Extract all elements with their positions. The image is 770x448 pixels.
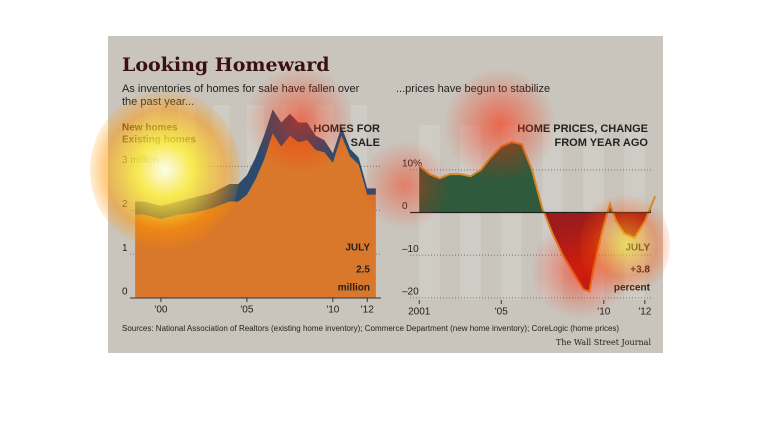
credit: The Wall Street Journal: [556, 338, 651, 347]
subtitle: As inventories of homes for sale have fa…: [122, 83, 360, 108]
legend-label: New homes: [122, 123, 178, 134]
chart-label: HOME PRICES, CHANGE FROM YEAR AGO: [517, 123, 648, 149]
callout-unit: million: [338, 283, 370, 294]
callout-month: JULY: [625, 243, 650, 254]
y-tick-label: 0: [122, 287, 128, 298]
callout-value: +3.8: [630, 265, 650, 276]
x-tick-label: 2001: [408, 307, 431, 318]
sources: Sources: National Association of Realtor…: [122, 324, 620, 333]
chart-label: HOMES FOR SALE: [313, 123, 380, 149]
callout-month: JULY: [345, 243, 370, 254]
area-positive: [419, 142, 651, 213]
legend-label: Existing homes: [122, 135, 196, 146]
callout-unit: percent: [614, 283, 651, 294]
x-tick-label: '00: [154, 305, 167, 316]
x-tick-label: '12: [638, 307, 651, 318]
y-tick-label: 0: [402, 201, 408, 212]
y-tick-label: 1: [122, 243, 128, 254]
area-negative: [419, 212, 651, 292]
title: Looking Homeward: [122, 54, 330, 76]
y-tick-label: –20: [402, 287, 419, 298]
x-tick-label: '10: [326, 305, 339, 316]
callout-value: 2.5: [356, 265, 370, 276]
y-tick-label: 2: [122, 199, 128, 210]
x-tick-label: '10: [597, 307, 610, 318]
x-tick-label: '05: [495, 307, 508, 318]
y-tick-label: –10: [402, 244, 419, 255]
x-tick-label: '05: [240, 305, 253, 316]
y-tick-label: 10%: [402, 158, 422, 169]
stacked-area: [135, 133, 376, 298]
y-tick-label: 3 million: [122, 155, 159, 166]
x-tick-label: '12: [361, 305, 374, 316]
subtitle: ...prices have begun to stabilize: [396, 83, 551, 95]
